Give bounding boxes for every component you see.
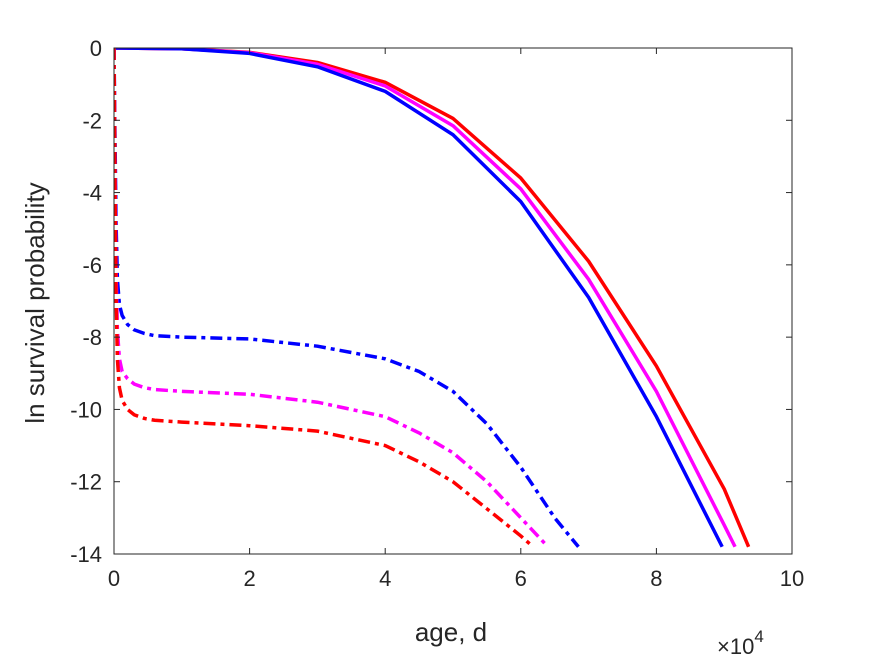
y-tick-label: -10 xyxy=(70,397,102,422)
y-tick-label: -2 xyxy=(82,108,102,133)
y-tick-label: -14 xyxy=(70,542,102,567)
axes-box xyxy=(113,47,793,555)
series-line-6 xyxy=(114,48,535,549)
axes-group xyxy=(113,47,793,555)
y-tick-label: -6 xyxy=(82,253,102,278)
x-axis-multiplier: ×104 xyxy=(717,627,764,656)
y-axis-label: ln survival probability xyxy=(20,182,50,423)
y-tick-label: -12 xyxy=(70,470,102,495)
x-tick-label: 8 xyxy=(650,566,662,591)
tick-group: 0 2 4 6 8 10 0 -2 -4 -6 -8 -10 -12 -14 xyxy=(70,36,804,591)
y-tick-label: -4 xyxy=(82,181,102,206)
y-tick-label: 0 xyxy=(90,36,102,61)
x-tick-label: 0 xyxy=(108,566,120,591)
x-axis-label: age, d xyxy=(415,617,487,647)
x-tick-label: 6 xyxy=(515,566,527,591)
x-axis-multiplier-exponent: 4 xyxy=(754,627,763,646)
x-tick-label: 2 xyxy=(243,566,255,591)
x-tick-label: 10 xyxy=(780,566,804,591)
x-axis-multiplier-base: ×10 xyxy=(717,634,754,656)
x-tick-label: 4 xyxy=(379,566,391,591)
y-tick-label: -8 xyxy=(82,325,102,350)
